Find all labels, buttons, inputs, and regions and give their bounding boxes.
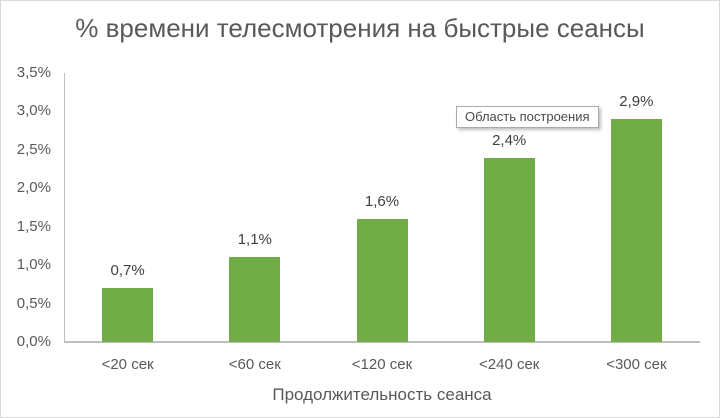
data-label: 2,4% [492, 131, 527, 149]
x-tick-label: <300 сек [606, 356, 667, 373]
y-tick-label: 3,5% [16, 64, 51, 81]
x-axis-line [64, 341, 700, 343]
y-tick-label: 2,5% [16, 140, 51, 158]
data-label: 1,6% [364, 193, 400, 211]
x-tick-label: <120 сек [351, 356, 413, 373]
y-tick-label: 1,0% [16, 256, 51, 274]
y-tick-label: 1,5% [16, 217, 51, 235]
data-label: 2,9% [619, 93, 654, 111]
x-tick-label: <60 сек [228, 356, 281, 373]
bar[interactable] [483, 157, 535, 342]
y-tick-label: 2,0% [16, 179, 51, 197]
y-tick-label: 0,5% [16, 294, 51, 312]
plot-area-tooltip: Область построения [456, 106, 599, 128]
bar[interactable] [229, 257, 281, 342]
data-label: 1,1% [237, 231, 272, 249]
x-tick-label: <20 сек [101, 356, 154, 373]
bar[interactable] [102, 288, 154, 342]
bar[interactable] [610, 119, 662, 342]
y-axis-line [64, 73, 65, 342]
data-label: 0,7% [110, 262, 145, 280]
x-tick-label: <240 сек [479, 356, 540, 373]
y-tick-label: 0,0% [16, 333, 51, 350]
x-axis-title: Продолжительность сеанса [272, 385, 492, 404]
y-tick-label: 3,0% [16, 102, 51, 120]
bar[interactable] [356, 219, 408, 342]
chart-title: % времени телесмотрения на быстрые сеанс… [75, 13, 645, 43]
